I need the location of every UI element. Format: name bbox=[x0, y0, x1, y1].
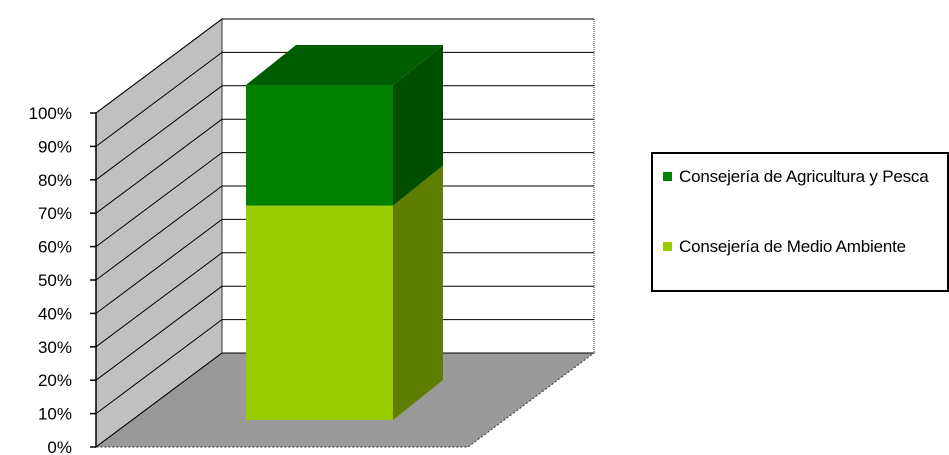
gridline-side bbox=[95, 252, 223, 348]
legend-item-medio-ambiente: Consejería de Medio Ambiente bbox=[663, 236, 948, 258]
gridline-side bbox=[95, 85, 223, 181]
bar-segment-agricultura bbox=[246, 45, 443, 206]
gridline-side bbox=[95, 185, 223, 281]
gridline-side bbox=[95, 319, 223, 415]
gridline-side bbox=[95, 51, 223, 147]
gridline-side bbox=[95, 218, 223, 314]
gridline-side bbox=[95, 352, 223, 448]
y-tick-label: 10% bbox=[38, 405, 72, 424]
bars bbox=[246, 45, 443, 420]
gridline-side bbox=[95, 285, 223, 381]
bar-side-face bbox=[393, 45, 443, 206]
y-tick-label: 80% bbox=[38, 171, 72, 190]
y-tick-label: 60% bbox=[38, 238, 72, 257]
bar-segment-medio-ambiente bbox=[246, 165, 443, 420]
y-tick-label: 90% bbox=[38, 137, 72, 156]
y-tick-labels: 0% 10% 20% 30% 40% 50% 60% 70% 80% 90% 100% bbox=[29, 104, 72, 455]
y-axis bbox=[90, 112, 97, 448]
legend: Consejería de Agricultura y Pesca Consej… bbox=[651, 152, 949, 292]
bar-side-face bbox=[393, 165, 443, 420]
legend-swatch-medio-ambiente bbox=[663, 242, 672, 251]
gridline-side bbox=[95, 118, 223, 214]
gridline-side bbox=[95, 18, 223, 114]
y-tick-label: 100% bbox=[29, 104, 72, 123]
y-tick-label: 0% bbox=[47, 438, 72, 455]
legend-label-medio-ambiente: Consejería de Medio Ambiente bbox=[679, 237, 906, 256]
bar-front-face bbox=[246, 85, 393, 206]
bar-top-face bbox=[246, 45, 443, 85]
y-tick-label: 50% bbox=[38, 271, 72, 290]
y-tick-label: 40% bbox=[38, 304, 72, 323]
legend-label-agricultura: Consejería de Agricultura y Pesca bbox=[679, 167, 929, 186]
bar-front-face bbox=[246, 205, 393, 420]
y-tick-label: 20% bbox=[38, 371, 72, 390]
y-tick-label: 70% bbox=[38, 204, 72, 223]
gridline-side bbox=[95, 152, 223, 248]
y-tick-label: 30% bbox=[38, 338, 72, 357]
legend-item-agricultura: Consejería de Agricultura y Pesca bbox=[663, 166, 948, 188]
legend-swatch-agricultura bbox=[663, 172, 672, 181]
